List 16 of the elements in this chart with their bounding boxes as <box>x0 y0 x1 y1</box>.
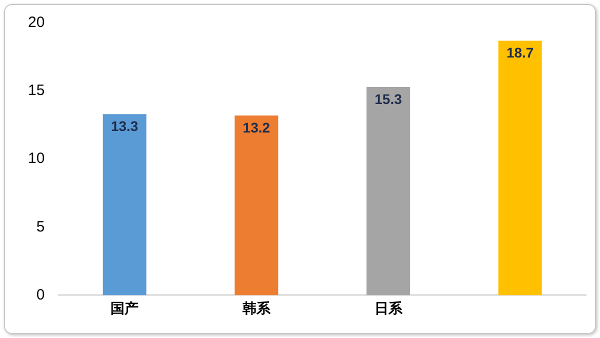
y-tick-label: 20 <box>28 14 45 32</box>
bar <box>234 116 278 296</box>
bar <box>366 86 410 296</box>
data-label: 13.3 <box>110 118 138 134</box>
data-label: 15.3 <box>374 90 402 107</box>
y-tick-label: 0 <box>36 286 45 304</box>
y-tick-label: 5 <box>36 218 45 236</box>
data-label: 13.2 <box>242 119 270 136</box>
x-tick-label: 日系 <box>374 301 404 318</box>
x-tick-label: 韩系 <box>241 301 272 318</box>
y-tick-label: 10 <box>28 150 45 168</box>
x-tick-label: 国产 <box>110 300 139 318</box>
bar <box>498 40 542 296</box>
bar <box>102 114 146 296</box>
y-tick-label: 15 <box>28 82 45 100</box>
data-label: 18.7 <box>506 44 534 61</box>
